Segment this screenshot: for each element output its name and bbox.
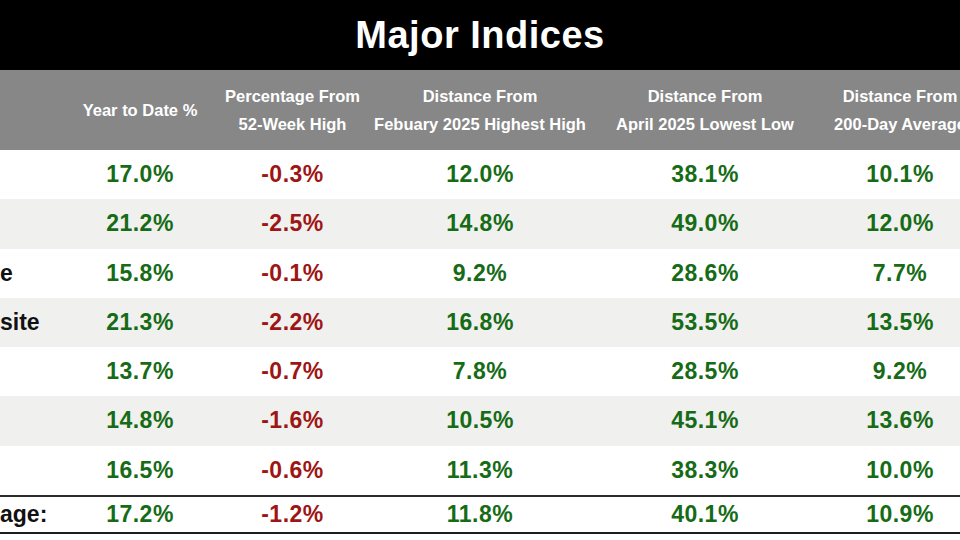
cell-52-week-high: -0.6% <box>210 446 375 495</box>
cell-feb-2025-high: 7.8% <box>375 347 585 396</box>
cell-feb-2025-high: 11.3% <box>375 446 585 495</box>
major-indices-table-graphic: Major Indices Year to Date % Percentage … <box>0 0 960 540</box>
row-label: e <box>0 249 70 298</box>
cell-200-day-average: 12.0% <box>825 199 960 248</box>
cell-200-day-average: 9.2% <box>825 347 960 396</box>
cell-200-day-average: 13.6% <box>825 396 960 445</box>
cell-apr-2025-low: 40.1% <box>585 497 825 532</box>
cell-apr-2025-low: 28.6% <box>585 249 825 298</box>
cell-200-day-average: 10.1% <box>825 150 960 199</box>
table-row: 21.2% -2.5% 14.8% 49.0% 12.0% <box>0 199 960 248</box>
table-row: 16.5% -0.6% 11.3% 38.3% 10.0% <box>0 446 960 495</box>
cell-52-week-high: -2.5% <box>210 199 375 248</box>
column-header-line: Distance From <box>843 82 958 110</box>
cell-ytd: 15.8% <box>70 249 210 298</box>
row-label <box>0 150 70 199</box>
column-header-line: Febuary 2025 Highest High <box>374 110 586 138</box>
column-header-feb-2025-high: Distance From Febuary 2025 Highest High <box>375 70 585 150</box>
table-row: site 21.3% -2.2% 16.8% 53.5% 13.5% <box>0 298 960 347</box>
column-header-line: 200-Day Average <box>834 110 960 138</box>
cell-ytd: 13.7% <box>70 347 210 396</box>
row-label <box>0 347 70 396</box>
column-header-52-week-high: Percentage From 52-Week High <box>210 70 375 150</box>
cell-200-day-average: 10.9% <box>825 497 960 532</box>
cell-apr-2025-low: 49.0% <box>585 199 825 248</box>
row-label: site <box>0 298 70 347</box>
cell-apr-2025-low: 38.3% <box>585 446 825 495</box>
cell-feb-2025-high: 10.5% <box>375 396 585 445</box>
cell-52-week-high: -0.3% <box>210 150 375 199</box>
cell-apr-2025-low: 45.1% <box>585 396 825 445</box>
column-header-line: April 2025 Lowest Low <box>616 110 794 138</box>
table-body: 17.0% -0.3% 12.0% 38.1% 10.1% 21.2% -2.5… <box>0 150 960 534</box>
row-label <box>0 199 70 248</box>
column-header-line: Percentage From <box>225 82 360 110</box>
cell-200-day-average: 13.5% <box>825 298 960 347</box>
cell-feb-2025-high: 12.0% <box>375 150 585 199</box>
cell-ytd: 16.5% <box>70 446 210 495</box>
cell-ytd: 14.8% <box>70 396 210 445</box>
column-header-line: Year to Date % <box>83 96 198 124</box>
cell-ytd: 21.2% <box>70 199 210 248</box>
column-header-apr-2025-low: Distance From April 2025 Lowest Low <box>585 70 825 150</box>
cell-apr-2025-low: 38.1% <box>585 150 825 199</box>
column-header-line: Distance From <box>423 82 538 110</box>
column-header-line: 52-Week High <box>239 110 347 138</box>
cell-ytd: 21.3% <box>70 298 210 347</box>
table-row: 17.0% -0.3% 12.0% 38.1% 10.1% <box>0 150 960 199</box>
cell-feb-2025-high: 14.8% <box>375 199 585 248</box>
cell-52-week-high: -1.2% <box>210 497 375 532</box>
column-header-line: Distance From <box>648 82 763 110</box>
cell-feb-2025-high: 11.8% <box>375 497 585 532</box>
cell-52-week-high: -0.1% <box>210 249 375 298</box>
summary-row: age: 17.2% -1.2% 11.8% 40.1% 10.9% <box>0 495 960 534</box>
column-header-ytd: Year to Date % <box>70 70 210 150</box>
cell-200-day-average: 7.7% <box>825 249 960 298</box>
summary-row-label: age: <box>0 497 70 532</box>
row-label <box>0 446 70 495</box>
table-row: 13.7% -0.7% 7.8% 28.5% 9.2% <box>0 347 960 396</box>
cell-52-week-high: -2.2% <box>210 298 375 347</box>
column-header-labels <box>0 70 70 150</box>
cell-feb-2025-high: 16.8% <box>375 298 585 347</box>
cell-ytd: 17.2% <box>70 497 210 532</box>
table-header-row: Year to Date % Percentage From 52-Week H… <box>0 70 960 150</box>
cell-52-week-high: -1.6% <box>210 396 375 445</box>
cell-feb-2025-high: 9.2% <box>375 249 585 298</box>
cell-200-day-average: 10.0% <box>825 446 960 495</box>
cell-ytd: 17.0% <box>70 150 210 199</box>
cell-52-week-high: -0.7% <box>210 347 375 396</box>
table-row: 14.8% -1.6% 10.5% 45.1% 13.6% <box>0 396 960 445</box>
title-bar: Major Indices <box>0 0 960 70</box>
table-row: e 15.8% -0.1% 9.2% 28.6% 7.7% <box>0 249 960 298</box>
cell-apr-2025-low: 53.5% <box>585 298 825 347</box>
column-header-200-day-average: Distance From 200-Day Average <box>825 70 960 150</box>
page-title: Major Indices <box>355 14 604 57</box>
row-label <box>0 396 70 445</box>
cell-apr-2025-low: 28.5% <box>585 347 825 396</box>
